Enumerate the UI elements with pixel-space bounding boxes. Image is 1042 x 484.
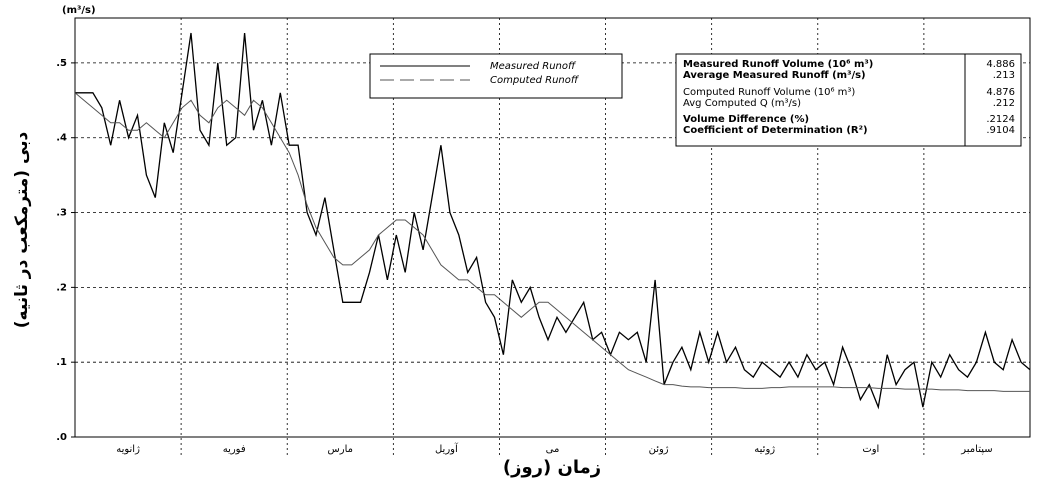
unit-label: (m³/s)	[62, 5, 96, 16]
stat-value: .9104	[986, 125, 1015, 136]
y-tick-label: .5	[56, 58, 67, 69]
y-axis-title: دبی (مترمکعب در ثانیه)	[12, 131, 32, 328]
y-tick-label: .2	[56, 282, 67, 293]
y-tick-label: .3	[56, 208, 67, 219]
x-tick-label: آوریل	[435, 442, 459, 455]
stats-box: Measured Runoff Volume (10⁶ m³) 4.886 Aver…	[675, 53, 1022, 147]
x-tick-label: اوت	[862, 444, 879, 455]
x-tick-label: مارس	[328, 444, 353, 455]
x-tick-label: ژانویه	[116, 444, 140, 455]
stat-value: .213	[993, 70, 1015, 81]
x-tick-label: ژوئیه	[754, 444, 775, 455]
stat-label: Average Measured Runoff (m³/s)	[683, 70, 866, 81]
stats-frame	[675, 53, 1022, 147]
plot-frame	[74, 17, 1031, 438]
y-tick-label: .1	[56, 357, 67, 368]
series-line	[75, 32, 1031, 410]
x-tick-label: سپتامبر	[960, 444, 992, 455]
series-line	[74, 92, 1030, 392]
x-tick-label: ژوئن	[649, 444, 669, 455]
x-axis-title: زمان (روز)	[503, 457, 601, 478]
stat-label: Coefficient of Determination (R²)	[683, 125, 868, 136]
stat-value: .212	[993, 98, 1015, 109]
x-tick-label: فوریه	[223, 444, 246, 455]
stat-label: Computed Runoff Volume (10⁶ m³)	[683, 87, 855, 98]
stat-label: Avg Computed Q (m³/s)	[683, 98, 801, 109]
stat-value: 4.876	[986, 87, 1015, 98]
x-tick-label: می	[546, 444, 560, 455]
stat-label: Measured Runoff Volume (10⁶ m³)	[683, 59, 873, 70]
y-tick-label: .0	[56, 432, 67, 443]
legend: Measured Runoff Computed Runoff	[369, 53, 623, 99]
legend-label: Computed Runoff	[490, 75, 580, 86]
stat-label: Volume Difference (%)	[683, 114, 809, 125]
legend-label: Measured Runoff	[490, 61, 577, 72]
y-tick-label: .4	[56, 133, 67, 144]
stat-value: 4.886	[986, 59, 1015, 70]
stat-value: .2124	[986, 114, 1015, 125]
legend-box	[369, 53, 623, 99]
